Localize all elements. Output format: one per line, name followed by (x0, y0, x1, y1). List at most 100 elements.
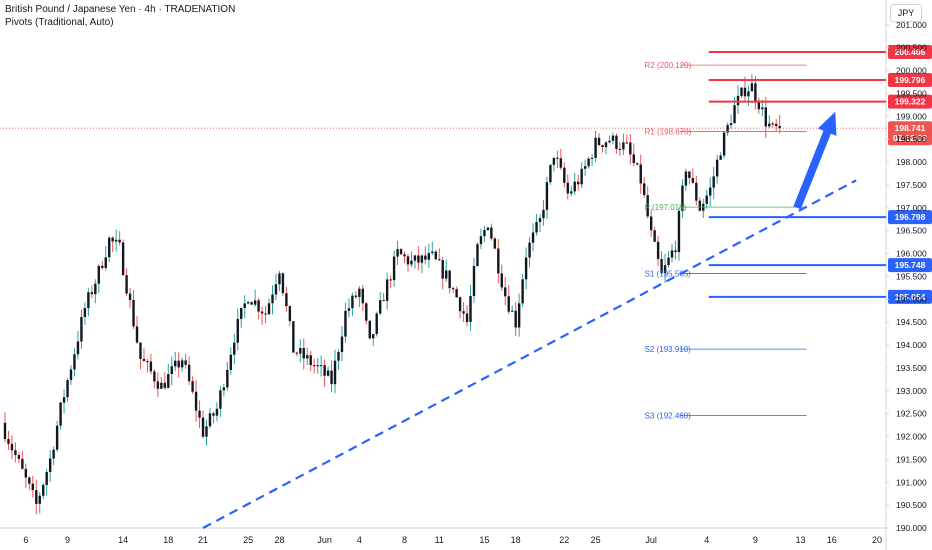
candle-body (417, 255, 420, 263)
candle-body (719, 155, 722, 160)
projection-arrow (793, 111, 837, 210)
resistance-level-value: 200.406 (895, 47, 926, 57)
candle-body (441, 260, 444, 279)
candle-body (108, 237, 111, 258)
candle-body (698, 200, 701, 211)
y-tick-label: 195.500 (896, 271, 927, 281)
indicator-label[interactable]: Pivots (Traditional, Auto) (5, 17, 114, 28)
candle-body (392, 256, 396, 281)
candle-body (688, 171, 691, 179)
candle-body (264, 313, 267, 315)
candle-body (427, 253, 431, 260)
candle-body (740, 87, 743, 96)
candle-body (590, 157, 594, 159)
x-tick-label: 15 (479, 535, 489, 545)
candle-body (399, 249, 403, 255)
candle-body (174, 360, 177, 367)
candle-body (500, 273, 503, 288)
y-tick-label: 192.000 (896, 432, 927, 442)
candle-body (14, 450, 17, 456)
candle-body (288, 306, 292, 322)
candle-body (250, 302, 253, 305)
candle-body (410, 260, 413, 265)
candle-body (198, 410, 201, 418)
candle-body (101, 265, 104, 268)
candle-body (535, 222, 538, 233)
candle-body (771, 123, 774, 125)
candle-body (636, 163, 639, 165)
candle-body (215, 408, 219, 416)
candle-body (670, 250, 674, 258)
candle-body (733, 105, 736, 124)
candle-body (295, 352, 299, 354)
candle-body (451, 288, 455, 290)
candle-body (695, 182, 698, 201)
candle-body (45, 471, 48, 485)
candle-body (24, 468, 28, 478)
candle-body (493, 238, 497, 249)
pivot-label: S3 (192.460) (645, 411, 692, 420)
y-tick-label: 191.500 (896, 454, 927, 464)
x-tick-label: 21 (198, 535, 208, 545)
candle-body (3, 422, 7, 440)
candle-body (354, 295, 358, 297)
candle-body (455, 289, 458, 298)
candle-body (653, 230, 656, 242)
pivot-label: S1 (195.565) (645, 269, 692, 278)
candle-body (566, 182, 569, 194)
candle-body (66, 380, 69, 398)
candle-body (608, 140, 611, 143)
y-tick-label: 198.000 (896, 157, 927, 167)
candle-body (233, 342, 236, 355)
candle-body (583, 166, 587, 169)
candle-body (208, 413, 212, 427)
candle-body (528, 242, 531, 258)
candle-body (684, 171, 688, 186)
x-tick-label: 28 (274, 535, 284, 545)
pivot-label: R1 (198.670) (645, 127, 692, 136)
candle-body (611, 135, 615, 141)
candle-body (660, 258, 663, 274)
candle-body (111, 237, 114, 242)
currency-button[interactable]: JPY (890, 4, 922, 22)
candle-body (646, 195, 649, 217)
candle-body (712, 176, 715, 188)
candle-body (52, 449, 55, 459)
candle-body (545, 182, 549, 210)
support-level-value: 195.748 (895, 260, 926, 270)
candle-body (347, 308, 351, 311)
candle-body (462, 311, 465, 314)
candle-body (563, 167, 566, 183)
y-tick-label: 201.000 (896, 20, 927, 30)
candle-body (747, 91, 750, 97)
candle-body (663, 265, 667, 274)
candle-body (31, 483, 34, 491)
x-tick-label: 8 (402, 535, 407, 545)
candle-body (312, 365, 316, 367)
current-price-badge (888, 121, 932, 146)
candle-body (420, 255, 424, 263)
candle-body (601, 145, 604, 148)
candle-body (618, 148, 622, 150)
candle-body (28, 477, 31, 484)
candle-body (639, 164, 642, 184)
x-tick-label: 6 (23, 535, 28, 545)
candle-body (483, 229, 486, 237)
candle-body (517, 303, 521, 328)
x-tick-label: 20 (872, 535, 882, 545)
y-tick-label: 197.500 (896, 180, 927, 190)
x-tick-label: 16 (827, 535, 837, 545)
candle-body (761, 107, 764, 110)
x-tick-label: 22 (559, 535, 569, 545)
candle-body (625, 142, 629, 144)
candle-body (632, 154, 635, 164)
candle-body (292, 321, 295, 353)
candle-body (302, 348, 305, 359)
y-tick-label: 198.500 (896, 134, 927, 144)
y-tick-label: 200.000 (896, 66, 927, 76)
candle-body (184, 360, 187, 365)
candle-body (191, 381, 194, 392)
resistance-level-badge (888, 72, 932, 87)
support-level-badge (888, 210, 932, 225)
